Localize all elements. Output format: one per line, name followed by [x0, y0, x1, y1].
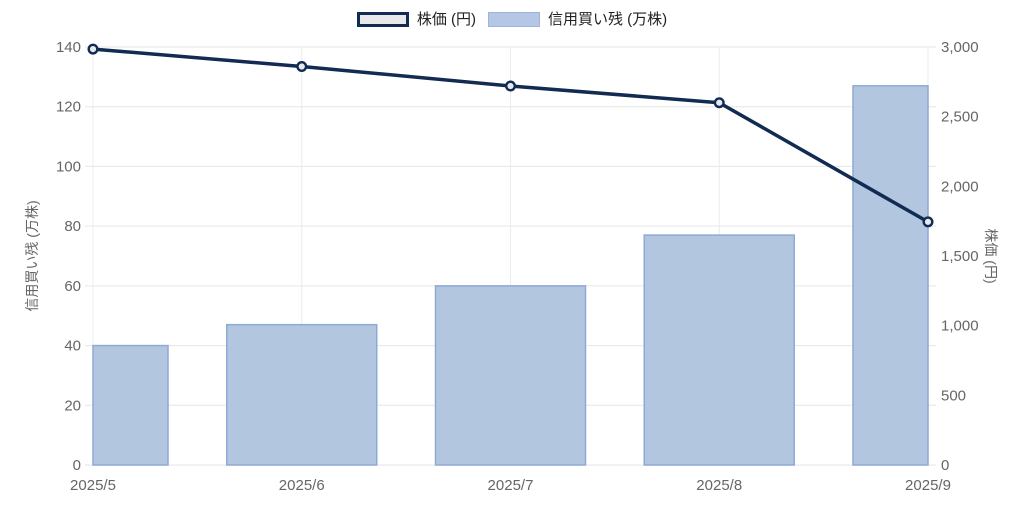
x-axis-tick-label: 2025/7 [488, 477, 534, 494]
left-axis-tick-label: 0 [73, 457, 81, 474]
price-line-legend-swatch-icon [356, 12, 409, 27]
margin-bar-legend-swatch-icon [488, 12, 540, 27]
left-axis-tick-label: 100 [56, 158, 81, 175]
right-axis-tick-label: 0 [941, 457, 949, 474]
price-point-2025/5[interactable] [87, 43, 99, 55]
right-axis-tick-label: 2,500 [941, 109, 979, 126]
bar-2025/5[interactable] [92, 344, 169, 466]
bar-2025/6[interactable] [226, 323, 378, 466]
bar-2025/9[interactable] [852, 85, 929, 466]
legend-item-margin-buying[interactable]: 信用買い残 (万株) [488, 12, 667, 27]
chart-legend: 株価 (円) 信用買い残 (万株) [0, 12, 1024, 27]
x-axis-tick-label: 2025/8 [696, 477, 742, 494]
price-point-2025/6[interactable] [296, 61, 308, 73]
right-axis-tick-label: 1,500 [941, 248, 979, 265]
right-axis-tick-label: 3,000 [941, 39, 979, 56]
bar-2025/7[interactable] [434, 285, 587, 466]
right-axis-tick-label: 500 [941, 387, 966, 404]
legend-item-price[interactable]: 株価 (円) [356, 11, 476, 28]
left-axis-title: 信用買い残 (万株) [24, 200, 40, 312]
left-axis-tick-label: 80 [64, 218, 81, 235]
left-axis-tick-label: 60 [64, 278, 81, 295]
left-axis-tick-label: 20 [64, 397, 81, 414]
x-axis-tick-label: 2025/5 [70, 477, 116, 494]
legend-label-margin-buying: 信用買い残 (万株) [548, 11, 668, 28]
price-point-2025/8[interactable] [713, 97, 725, 109]
left-axis-tick-label: 40 [64, 338, 81, 355]
right-axis-tick-label: 2,000 [941, 178, 979, 195]
right-axis-title: 株価 (円) [983, 228, 999, 284]
x-axis-tick-label: 2025/9 [905, 477, 951, 494]
right-axis-tick-label: 1,000 [941, 318, 979, 335]
bar-2025/8[interactable] [643, 234, 795, 466]
legend-label-price: 株価 (円) [416, 11, 476, 28]
left-axis-tick-label: 120 [56, 99, 81, 116]
left-axis-tick-label: 140 [56, 39, 81, 56]
x-axis-tick-label: 2025/6 [279, 477, 325, 494]
price-point-2025/7[interactable] [505, 80, 517, 92]
price-point-2025/9[interactable] [922, 216, 934, 228]
